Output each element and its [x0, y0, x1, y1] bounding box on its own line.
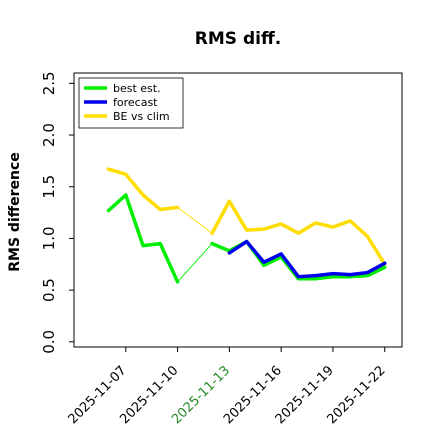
series-line-be-vs-clim	[106, 167, 180, 212]
axes-frame	[73, 72, 403, 348]
series-line-best-est-	[106, 193, 180, 284]
y-tick-label: 1.5	[40, 175, 58, 199]
y-tick-label: 0.5	[40, 278, 58, 302]
series-line-forecast	[227, 239, 387, 279]
series-group	[106, 167, 387, 284]
legend-label: forecast	[113, 96, 158, 109]
series-gap-connector	[177, 243, 213, 283]
legend-label: BE vs clim	[113, 110, 170, 123]
legend-label: best est.	[113, 82, 161, 95]
y-tick-label: 2.0	[40, 123, 58, 147]
y-axis-label: RMS difference	[7, 152, 23, 272]
y-tick-label: 1.0	[40, 227, 58, 251]
chart-title: RMS diff.	[195, 29, 281, 49]
series-line-be-vs-clim	[210, 199, 387, 267]
y-tick-label: 2.5	[40, 71, 58, 95]
y-tick-label: 0.0	[40, 330, 58, 354]
plot-area: 0.00.51.01.52.02.52025-11-072025-11-1020…	[40, 71, 403, 427]
series-gap-connector	[177, 207, 213, 234]
